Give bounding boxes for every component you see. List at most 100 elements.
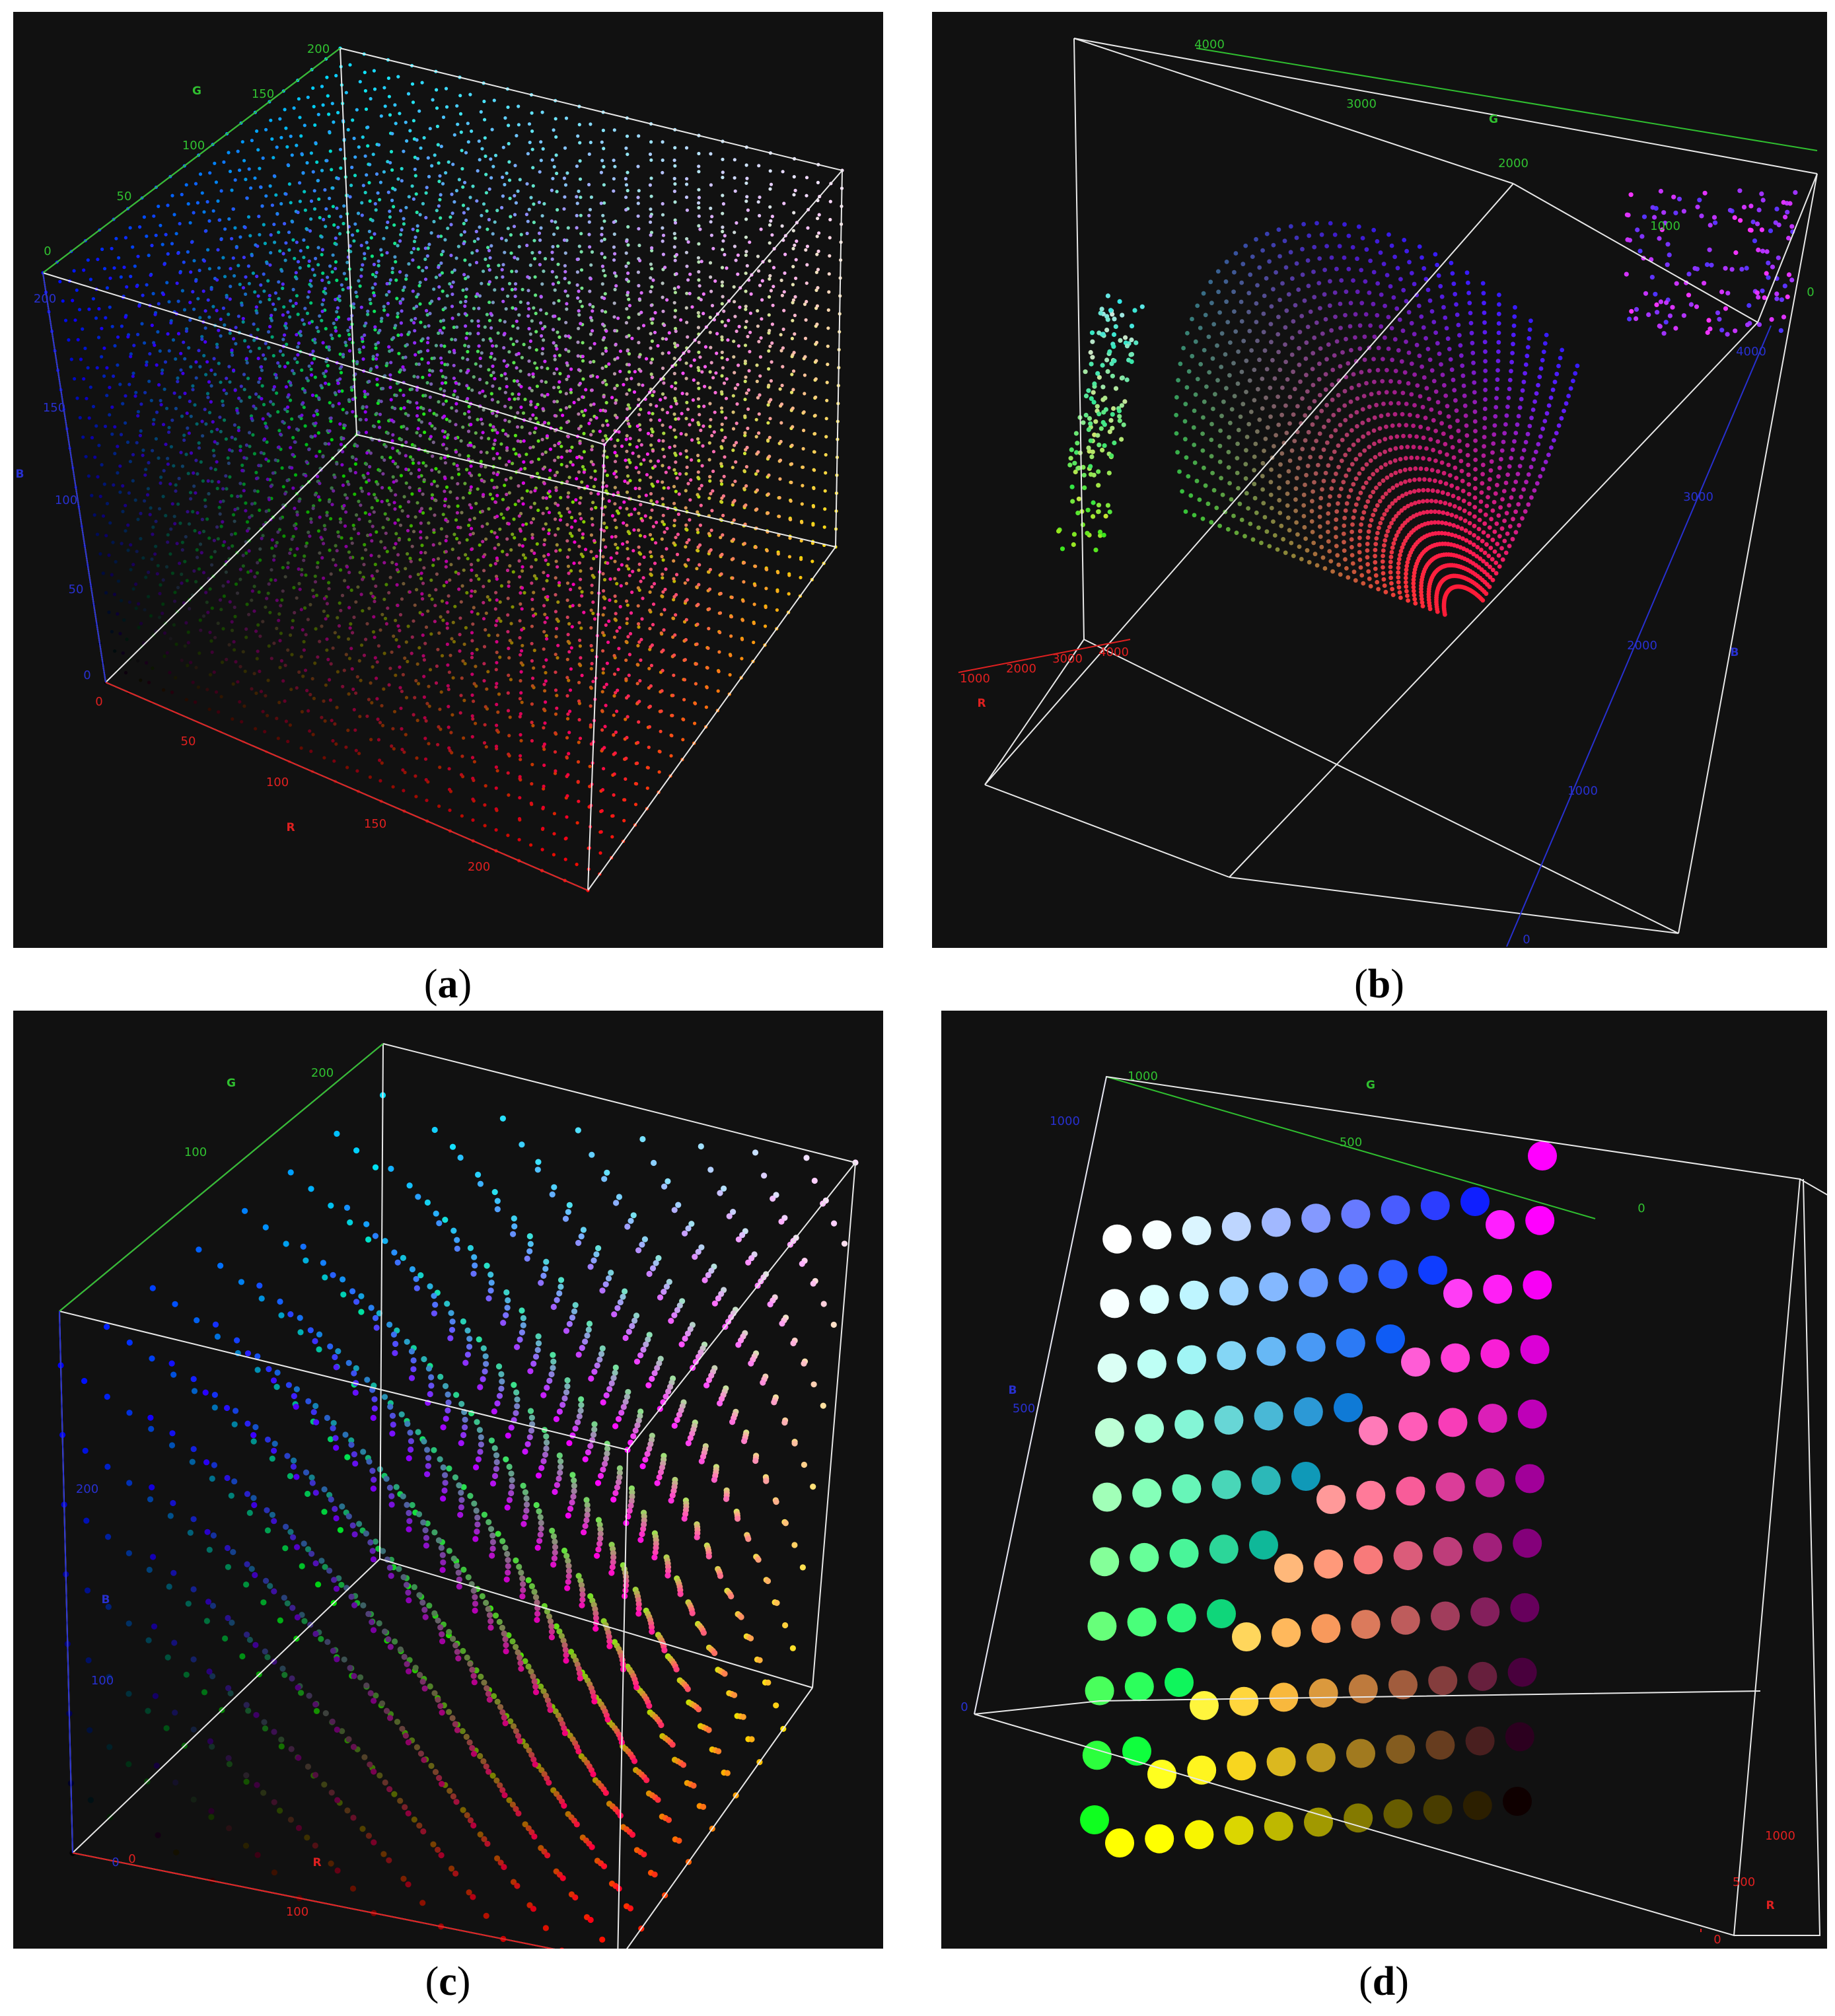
data-point [126, 548, 130, 552]
data-point [514, 307, 518, 311]
data-point [290, 626, 295, 630]
data-point [708, 479, 712, 483]
data-point [369, 681, 373, 685]
data-point [702, 312, 705, 316]
data-point [604, 401, 608, 405]
data-point [728, 673, 732, 677]
data-point [327, 581, 331, 585]
data-point [452, 377, 456, 380]
data-point [401, 288, 405, 292]
data-point [520, 425, 524, 429]
data-point [588, 289, 592, 293]
data-point [464, 277, 468, 281]
data-point [730, 595, 734, 600]
data-point [482, 679, 486, 683]
data-point [225, 487, 229, 491]
data-point [219, 695, 223, 699]
data-point [671, 635, 675, 639]
data-point [435, 88, 439, 92]
data-point [333, 475, 337, 480]
data-point [556, 244, 560, 248]
data-point [219, 608, 223, 612]
data-point [318, 314, 322, 318]
data-point [554, 533, 558, 537]
data-point [315, 565, 320, 569]
data-point [352, 239, 356, 243]
data-point [501, 429, 505, 433]
data-point [339, 371, 343, 375]
data-point [415, 157, 420, 161]
data-point [327, 442, 331, 446]
data-point [333, 722, 337, 726]
data-point [743, 343, 748, 347]
data-point [692, 378, 696, 382]
data-point [663, 396, 667, 400]
data-point [506, 227, 510, 231]
data-point [180, 581, 184, 585]
data-point [815, 304, 819, 308]
data-point [720, 280, 724, 284]
data-point [770, 322, 774, 326]
data-point [318, 482, 322, 486]
data-point [635, 424, 639, 428]
data-point [501, 194, 505, 198]
data-point [439, 615, 443, 619]
data-point [542, 604, 546, 608]
data-point [766, 438, 770, 443]
data-point [430, 493, 435, 497]
data-point [414, 305, 419, 308]
data-point [449, 653, 452, 657]
data-point [528, 345, 532, 349]
data-point [346, 729, 350, 733]
data-point [556, 565, 559, 569]
data-point [527, 373, 531, 377]
data-point [479, 450, 483, 454]
data-point [673, 258, 677, 262]
data-point [554, 653, 558, 657]
data-point [521, 523, 525, 527]
data-point [302, 256, 306, 260]
data-point [295, 427, 299, 431]
data-point [661, 226, 665, 230]
data-point [216, 622, 220, 626]
data-point [386, 606, 390, 610]
data-point [619, 584, 623, 588]
data-point [571, 604, 575, 608]
data-point [530, 721, 534, 725]
data-point [404, 467, 408, 472]
data-point [554, 635, 558, 639]
data-point [778, 477, 782, 481]
data-point [501, 287, 505, 291]
data-point [554, 769, 558, 773]
data-point [418, 509, 422, 513]
data-point [422, 136, 426, 140]
data-point [614, 398, 618, 402]
data-point [201, 614, 206, 618]
data-point [721, 533, 725, 537]
data-point [469, 423, 473, 427]
data-point [511, 306, 515, 310]
data-point [410, 250, 414, 254]
data-point [826, 363, 830, 367]
data-point [116, 471, 120, 475]
data-point [676, 512, 680, 517]
data-point [386, 160, 390, 164]
data-point [487, 598, 492, 602]
data-point [805, 281, 809, 285]
data-point [258, 377, 262, 380]
data-point [466, 369, 470, 373]
data-point [498, 600, 502, 604]
data-point [377, 738, 381, 742]
data-point [353, 470, 357, 475]
data-point [592, 485, 596, 489]
data-point [412, 619, 415, 623]
data-point [659, 398, 663, 402]
data-point [661, 213, 665, 217]
data-point [781, 365, 785, 369]
data-point [769, 219, 773, 223]
data-point [335, 705, 339, 709]
data-point [553, 288, 557, 292]
data-point [275, 626, 279, 631]
data-point [416, 293, 420, 297]
data-point [349, 647, 353, 651]
